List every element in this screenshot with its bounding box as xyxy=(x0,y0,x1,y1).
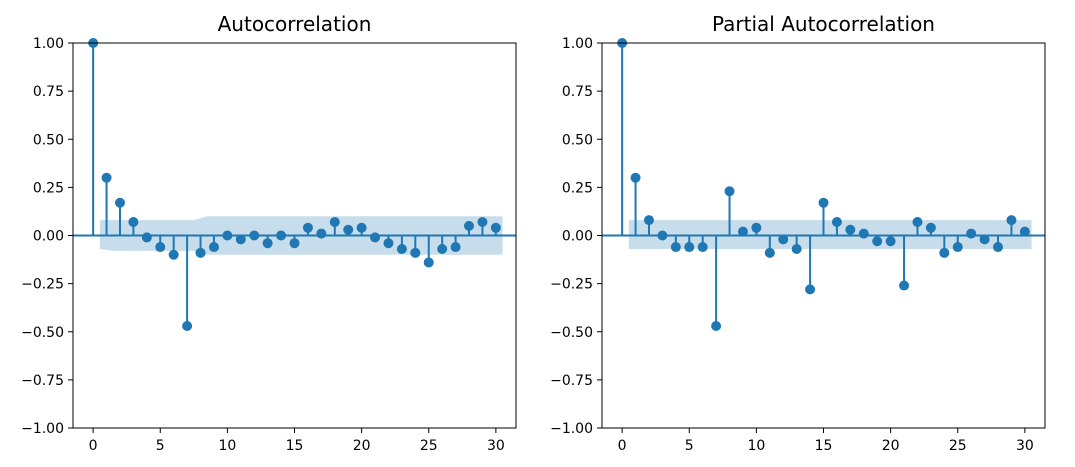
pacf-ytick-label: 0.50 xyxy=(562,132,593,148)
pacf-point-lag-17 xyxy=(845,224,856,235)
pacf-point-lag-2 xyxy=(643,215,654,226)
acf-point-lag-9 xyxy=(208,242,219,253)
pacf-point-lag-14 xyxy=(805,284,816,295)
pacf-point-lag-10 xyxy=(751,222,762,233)
acf-point-lag-30 xyxy=(490,222,501,233)
pacf-point-lag-5 xyxy=(684,242,695,253)
pacf-ytick-label: 1.00 xyxy=(562,36,593,52)
acf-point-lag-3 xyxy=(128,217,139,228)
pacf-point-lag-19 xyxy=(872,236,883,247)
pacf-ytick-label: −0.25 xyxy=(550,277,593,293)
acf-ytick-label: −0.25 xyxy=(21,277,64,293)
acf-panel: 1.00 0.75 0.50 0.25 0.00 −0.25 −0.50 −0.75 −1.00… xyxy=(21,12,517,454)
acf-point-lag-8 xyxy=(195,247,206,258)
acf-point-lag-28 xyxy=(464,220,475,231)
pacf-point-lag-18 xyxy=(858,228,869,239)
pacf-ytick-label: −1.00 xyxy=(550,421,593,437)
acf-point-lag-20 xyxy=(356,222,367,233)
pacf-xtick-label: 0 xyxy=(618,438,627,454)
pacf-xtick-label: 30 xyxy=(1016,438,1034,454)
pacf-title: Partial Autocorrelation xyxy=(712,12,935,36)
pacf-xtick-label: 20 xyxy=(882,438,900,454)
acf-point-lag-13 xyxy=(262,238,273,249)
acf-point-lag-15 xyxy=(289,238,300,249)
acf-point-lag-25 xyxy=(423,257,434,268)
pacf-panel: 1.00 0.75 0.50 0.25 0.00 −0.25 −0.50 −0.75 −1.00… xyxy=(550,12,1046,454)
acf-ytick-label: 0.75 xyxy=(33,84,64,100)
acf-point-lag-26 xyxy=(437,243,448,254)
pacf-point-lag-23 xyxy=(925,222,936,233)
acf-xtick-label: 15 xyxy=(286,438,304,454)
acf-point-lag-7 xyxy=(182,320,193,331)
pacf-xtick-label: 10 xyxy=(747,438,765,454)
acf-xtick-label: 20 xyxy=(353,438,371,454)
pacf-point-lag-24 xyxy=(939,247,950,258)
acf-ytick-label: −1.00 xyxy=(21,421,64,437)
acf-point-lag-12 xyxy=(249,230,260,241)
acf-xtick-label: 25 xyxy=(420,438,438,454)
acf-point-lag-29 xyxy=(477,217,488,228)
pacf-point-lag-25 xyxy=(952,242,963,253)
acf-point-lag-19 xyxy=(343,224,354,235)
acf-point-lag-27 xyxy=(450,242,461,253)
acf-point-lag-6 xyxy=(168,249,179,260)
pacf-point-lag-8 xyxy=(724,186,735,197)
acf-xtick-label: 5 xyxy=(156,438,165,454)
pacf-point-lag-22 xyxy=(912,217,923,228)
pacf-point-lag-11 xyxy=(764,247,775,258)
pacf-point-lag-28 xyxy=(993,242,1004,253)
acf-point-lag-2 xyxy=(114,197,125,208)
acf-point-lag-5 xyxy=(155,242,166,253)
pacf-point-lag-9 xyxy=(737,226,748,237)
acf-point-lag-1 xyxy=(101,172,112,183)
acf-ytick-label: −0.75 xyxy=(21,373,64,389)
pacf-point-lag-20 xyxy=(885,236,896,247)
acf-point-lag-18 xyxy=(329,217,340,228)
acf-point-lag-10 xyxy=(222,230,233,241)
pacf-point-lag-13 xyxy=(791,243,802,254)
pacf-xtick-label: 5 xyxy=(685,438,694,454)
acf-ytick-label: 1.00 xyxy=(33,36,64,52)
acf-point-lag-14 xyxy=(276,230,287,241)
pacf-point-lag-21 xyxy=(899,280,910,291)
acf-xtick-label: 30 xyxy=(487,438,505,454)
pacf-ytick-label: −0.75 xyxy=(550,373,593,389)
acf-ytick-label: 0.00 xyxy=(33,229,64,245)
acf-point-lag-24 xyxy=(410,247,421,258)
pacf-ytick-label: −0.50 xyxy=(550,325,593,341)
acf-point-lag-17 xyxy=(316,228,327,239)
acf-point-lag-11 xyxy=(235,234,246,245)
pacf-point-lag-27 xyxy=(979,234,990,245)
acf-point-lag-23 xyxy=(396,243,407,254)
acf-point-lag-16 xyxy=(302,222,313,233)
pacf-point-lag-6 xyxy=(697,242,708,253)
pacf-point-lag-30 xyxy=(1019,226,1030,237)
pacf-point-lag-26 xyxy=(966,228,977,239)
pacf-point-lag-7 xyxy=(711,320,722,331)
pacf-ytick-label: 0.25 xyxy=(562,180,593,196)
acf-ytick-label: −0.50 xyxy=(21,325,64,341)
pacf-point-lag-29 xyxy=(1006,215,1017,226)
acf-point-lag-4 xyxy=(141,232,152,243)
pacf-point-lag-4 xyxy=(670,242,681,253)
pacf-point-lag-3 xyxy=(657,230,668,241)
pacf-xtick-label: 15 xyxy=(815,438,833,454)
pacf-point-lag-15 xyxy=(818,197,829,208)
pacf-xtick-label: 25 xyxy=(949,438,967,454)
acf-ytick-label: 0.50 xyxy=(33,132,64,148)
pacf-ytick-label: 0.00 xyxy=(562,229,593,245)
acf-xtick-label: 10 xyxy=(218,438,236,454)
pacf-point-lag-1 xyxy=(630,172,641,183)
pacf-point-lag-16 xyxy=(831,217,842,228)
acf-point-lag-22 xyxy=(383,238,394,249)
pacf-ytick-label: 0.75 xyxy=(562,84,593,100)
acf-point-lag-21 xyxy=(370,232,381,243)
pacf-point-lag-12 xyxy=(778,234,789,245)
acf-title: Autocorrelation xyxy=(218,12,372,36)
acf-xtick-label: 0 xyxy=(89,438,98,454)
acf-ytick-label: 0.25 xyxy=(33,180,64,196)
